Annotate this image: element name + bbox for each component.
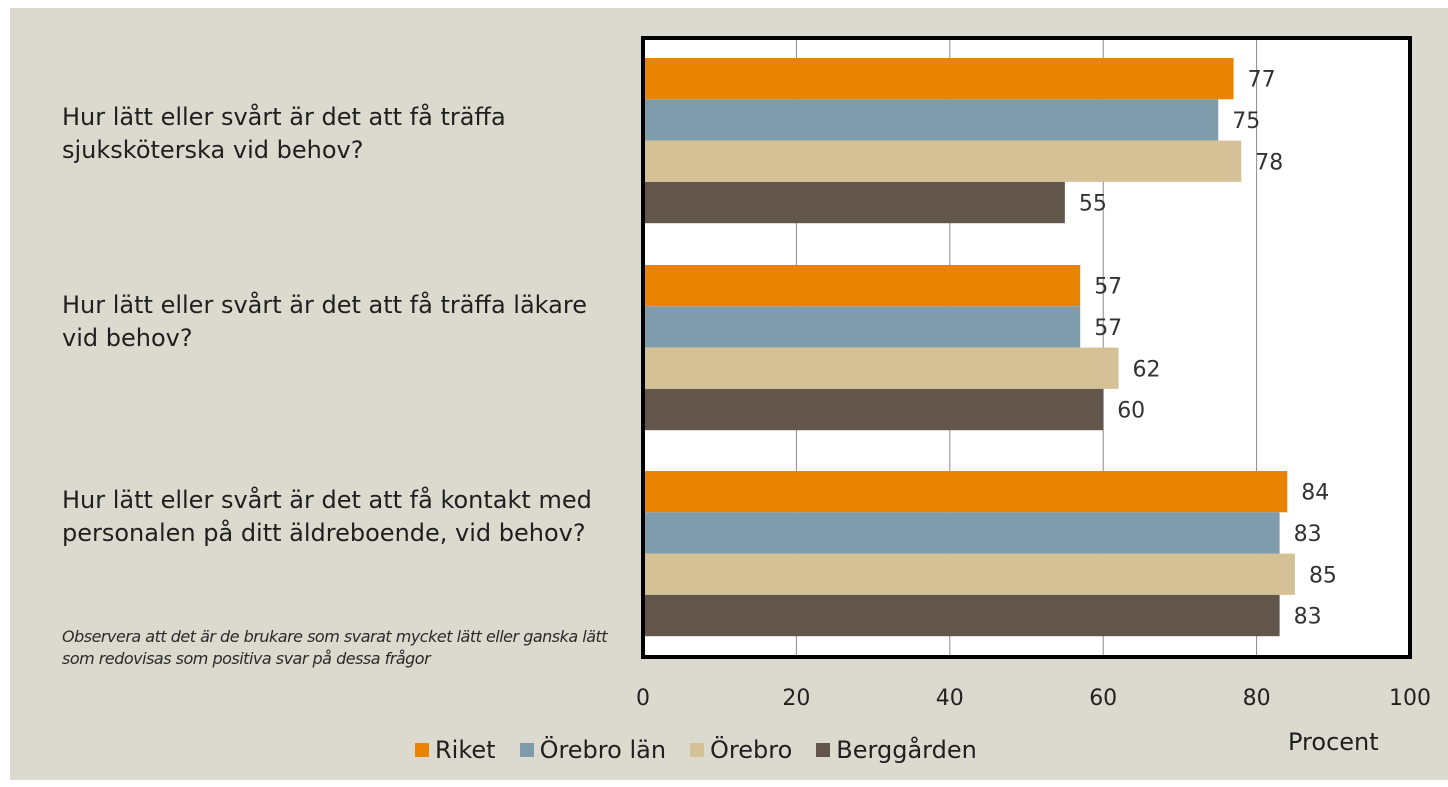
legend-item: Örebro län — [519, 736, 667, 764]
legend-swatch — [519, 743, 534, 757]
data-label: 83 — [1294, 605, 1322, 630]
bar — [643, 181, 1065, 224]
category-label-doctor: Hur lätt eller svårt är det att få träff… — [62, 291, 587, 352]
bar — [643, 140, 1242, 182]
data-label: 77 — [1248, 68, 1276, 93]
x-tick-label: 100 — [1389, 686, 1431, 711]
data-label: 55 — [1079, 192, 1107, 217]
legend-item: Örebro — [690, 736, 792, 764]
data-label: 84 — [1301, 481, 1329, 506]
x-tick-label: 60 — [1089, 686, 1117, 711]
bar — [643, 265, 1081, 307]
legend-label: Örebro — [710, 736, 793, 764]
legend-label: Riket — [435, 736, 496, 764]
bar — [643, 347, 1119, 389]
x-tick-label: 80 — [1243, 686, 1271, 711]
data-label: 78 — [1255, 150, 1283, 175]
x-tick-label: 0 — [636, 686, 650, 711]
bar — [643, 58, 1234, 100]
legend-swatch — [690, 743, 705, 757]
data-label: 57 — [1094, 275, 1122, 300]
bar — [643, 553, 1295, 595]
legend-swatch — [816, 743, 831, 757]
bar — [643, 388, 1104, 431]
legend-swatch — [415, 743, 429, 757]
bar — [643, 594, 1280, 637]
category-label-staff: Hur lätt eller svårt är det att få konta… — [62, 486, 592, 547]
x-axis-unit: Procent — [1288, 728, 1379, 756]
bar — [643, 99, 1219, 141]
bar — [643, 512, 1280, 554]
legend: Riket Örebro län Örebro Berggården — [415, 736, 977, 764]
data-label: 57 — [1094, 316, 1122, 341]
data-label: 62 — [1133, 357, 1161, 382]
category-label-nurse: Hur lätt eller svårt är det att få träff… — [62, 103, 506, 164]
data-label: 60 — [1117, 399, 1145, 424]
bar — [643, 471, 1288, 513]
x-tick-label: 40 — [936, 686, 964, 711]
data-label: 75 — [1232, 109, 1260, 134]
data-label: 83 — [1294, 522, 1322, 547]
legend-item: Riket — [415, 736, 496, 764]
legend-item: Berggården — [816, 736, 977, 764]
data-label: 85 — [1309, 563, 1337, 588]
plot-border — [641, 36, 1412, 659]
legend-label: Berggården — [836, 736, 977, 764]
legend-label: Örebro län — [539, 736, 667, 764]
footnote: Observera att det är de brukare som svar… — [62, 627, 608, 668]
bar — [643, 306, 1081, 348]
x-tick-label: 20 — [782, 686, 810, 711]
